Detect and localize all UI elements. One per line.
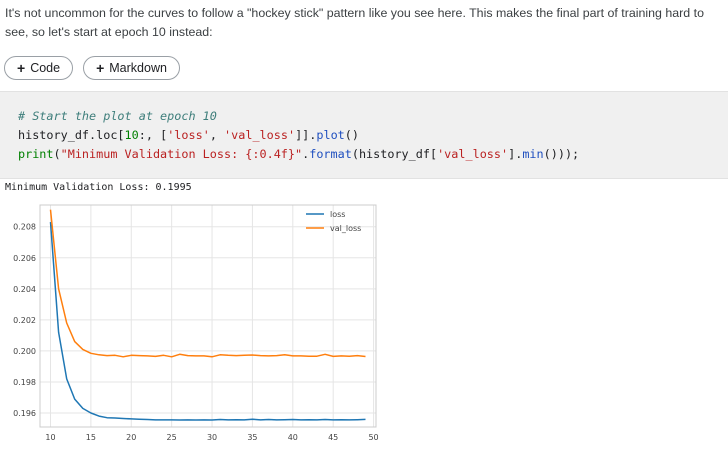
legend-label: val_loss (330, 224, 361, 233)
code-line-3: print("Minimum Validation Loss: {:0.4f}"… (18, 147, 580, 161)
code-line-2: history_df.loc[10:, ['loss', 'val_loss']… (18, 128, 360, 142)
series-line-loss (49, 222, 366, 421)
add-cell-toolbar: + Code + Markdown (4, 56, 180, 80)
loss-chart: 10 15 20 25 30 35 40 45 50 0.196 0.198 0.200 0.202 0.… (13, 204, 379, 442)
y-tick-label: 0.200 (13, 347, 36, 356)
x-tick-label: 30 (207, 433, 217, 442)
x-tick-label: 45 (328, 433, 338, 442)
x-tick-label: 20 (126, 433, 136, 442)
x-tick-label: 15 (86, 433, 96, 442)
plus-icon: + (17, 60, 26, 76)
y-tick-label: 0.204 (13, 285, 36, 294)
legend-label: loss (330, 210, 345, 219)
code-editor[interactable]: # Start the plot at epoch 10 history_df.… (18, 107, 579, 164)
x-tick-label: 10 (45, 433, 55, 442)
add-markdown-button[interactable]: + Markdown (83, 56, 180, 80)
x-tick-label: 50 (368, 433, 378, 442)
add-markdown-label: Markdown (109, 61, 167, 75)
y-tick-label: 0.208 (13, 223, 36, 232)
x-tick-label: 40 (288, 433, 298, 442)
x-tick-label: 25 (167, 433, 177, 442)
y-tick-label: 0.196 (13, 409, 36, 418)
y-tick-label: 0.198 (13, 378, 36, 387)
cell-output-text: Minimum Validation Loss: 0.1995 (5, 182, 192, 193)
add-code-button[interactable]: + Code (4, 56, 74, 80)
markdown-text: It's not uncommon for the curves to foll… (5, 6, 704, 39)
add-code-label: Code (30, 61, 61, 75)
code-comment: # Start the plot at epoch 10 (18, 109, 217, 123)
series-line-val-loss (49, 209, 366, 358)
plus-icon: + (96, 60, 105, 76)
plot-area (40, 205, 376, 427)
plot-frame (39, 204, 377, 428)
y-tick-label: 0.206 (13, 254, 36, 263)
code-cell[interactable]: # Start the plot at epoch 10 history_df.… (0, 91, 728, 179)
x-tick-label: 35 (247, 433, 257, 442)
y-tick-label: 0.202 (13, 316, 36, 325)
